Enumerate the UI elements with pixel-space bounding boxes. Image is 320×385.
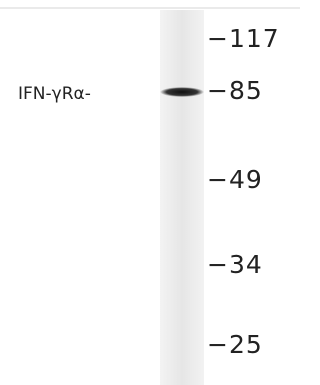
sample-label: IFN-γRα- <box>18 84 91 104</box>
marker-label: −25 <box>207 330 263 359</box>
marker-label: −85 <box>207 76 263 105</box>
marker-label: −49 <box>207 165 263 194</box>
marker-label: −117 <box>207 24 280 53</box>
blot-figure: IFN-γRα- −117 −85 −49 −34 −25 <box>0 0 300 385</box>
lane <box>160 10 204 385</box>
band <box>160 87 204 97</box>
marker-label: −34 <box>207 250 263 279</box>
